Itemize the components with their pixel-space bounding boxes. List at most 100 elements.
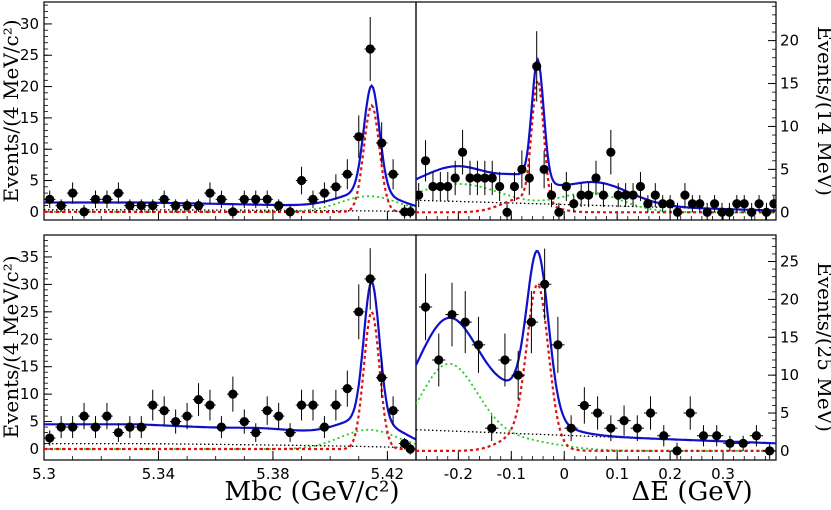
data-point <box>78 204 90 219</box>
data-marker <box>465 173 475 183</box>
data-marker <box>377 373 387 383</box>
data-point <box>498 333 512 387</box>
data-marker <box>672 446 682 456</box>
data-point <box>517 150 527 189</box>
data-point <box>539 150 549 189</box>
data-point <box>532 31 542 102</box>
x-tick-label: 5.34 <box>142 465 175 483</box>
data-marker <box>274 411 284 421</box>
data-marker <box>342 169 352 179</box>
data-marker <box>576 190 586 200</box>
data-marker <box>702 207 712 217</box>
data-marker <box>761 207 772 217</box>
data-marker <box>487 173 497 183</box>
data-marker <box>487 423 497 433</box>
data-point <box>416 183 424 208</box>
data-point <box>710 425 724 447</box>
data-marker <box>136 422 146 432</box>
data-point <box>66 416 79 439</box>
data-marker <box>308 194 318 204</box>
data-point <box>509 171 520 202</box>
data-point <box>747 202 757 220</box>
x-tick-label: 5.3 <box>32 465 56 483</box>
y-tick-label: 20 <box>780 290 799 308</box>
data-point <box>330 389 342 421</box>
data-marker <box>416 190 424 200</box>
data-marker <box>650 190 660 200</box>
data-marker <box>193 395 204 405</box>
data-point <box>101 190 113 209</box>
data-point <box>583 183 594 208</box>
data-marker <box>90 422 101 432</box>
data-point <box>598 183 609 208</box>
data-marker <box>553 340 563 350</box>
x-tick-label: 5.38 <box>256 465 289 483</box>
y-axis-label-top-left: Events/(4 MeV/c²) <box>0 19 23 202</box>
data-marker <box>632 423 642 433</box>
data-point <box>450 160 460 196</box>
data-point <box>272 402 285 430</box>
x-tick-label: 0 <box>559 465 569 483</box>
data-marker <box>193 200 204 211</box>
data-marker <box>113 427 123 438</box>
data-point <box>227 204 239 219</box>
data-point <box>761 202 772 220</box>
y-tick-label: 25 <box>20 46 39 64</box>
data-marker <box>420 302 431 312</box>
data-marker <box>90 194 101 204</box>
y-tick-label: 15 <box>20 109 39 127</box>
data-marker <box>698 431 709 441</box>
data-point <box>238 190 251 209</box>
data-point <box>387 396 399 425</box>
data-point <box>112 423 125 442</box>
data-marker <box>113 188 123 198</box>
data-marker <box>645 408 656 418</box>
data-marker <box>738 438 748 448</box>
y-tick-label: 25 <box>20 303 39 321</box>
data-marker <box>102 411 112 421</box>
panel-bottom-right: 0 5 10 15 20 25 -0.2 -0.1 0 0.1 0.2 0.3 <box>415 234 799 483</box>
data-point <box>732 195 742 213</box>
y-tick-label: 15 <box>780 75 799 93</box>
data-point <box>261 190 273 209</box>
data-point <box>420 140 431 182</box>
data-marker <box>751 431 762 441</box>
data-marker <box>591 173 601 183</box>
data-point <box>44 430 56 446</box>
data-marker <box>695 199 705 209</box>
data-point <box>680 183 690 208</box>
data-point <box>101 402 113 430</box>
data-point <box>564 415 578 442</box>
data-marker <box>342 384 352 394</box>
data-marker <box>216 422 227 432</box>
data-marker <box>365 274 375 284</box>
data-marker <box>687 199 697 209</box>
data-point <box>250 190 262 209</box>
data-point <box>387 159 399 190</box>
data-marker <box>331 182 341 192</box>
panel-top-right: 0 5 10 15 20 <box>415 1 799 221</box>
data-marker <box>228 389 238 399</box>
data-point <box>487 160 497 196</box>
data-point <box>398 438 411 450</box>
data-point <box>375 122 388 164</box>
data-marker <box>205 400 215 410</box>
data-marker <box>354 132 364 142</box>
data-point <box>606 129 616 175</box>
data-marker <box>182 411 192 421</box>
data-point <box>480 160 490 196</box>
data-marker <box>56 200 66 211</box>
data-point <box>318 416 331 439</box>
peaking-bkg-curve <box>416 362 776 452</box>
data-marker <box>592 408 603 418</box>
data-marker <box>239 416 249 427</box>
y-tick-label: 5 <box>29 172 39 190</box>
data-point <box>485 415 499 442</box>
data-point <box>112 182 125 204</box>
data-point <box>169 409 182 434</box>
data-point <box>169 199 182 212</box>
y-tick-label: 35 <box>20 248 39 266</box>
data-point <box>295 166 308 195</box>
data-marker <box>635 181 646 192</box>
